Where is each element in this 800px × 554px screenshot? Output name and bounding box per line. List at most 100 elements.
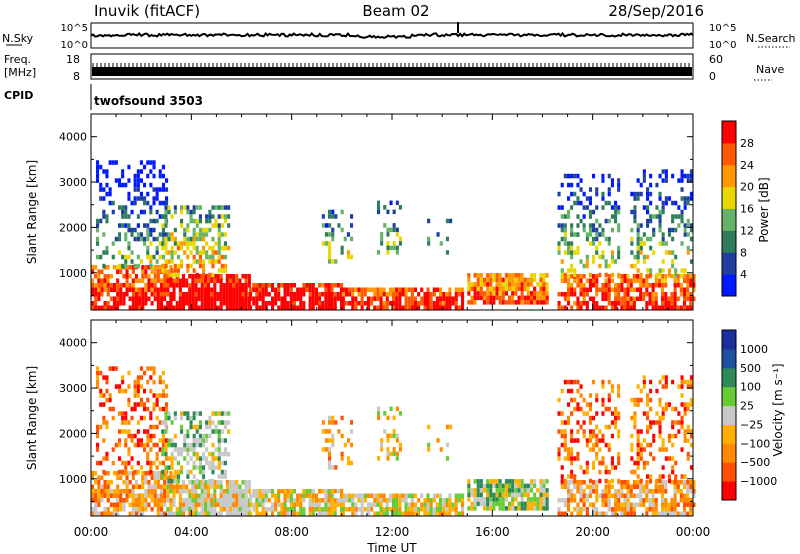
velocity-cell xyxy=(501,483,505,489)
velocity-cell xyxy=(255,507,259,512)
power-cell xyxy=(379,292,383,297)
velocity-cell xyxy=(176,451,180,457)
power-cell xyxy=(642,173,646,179)
power-cell xyxy=(181,274,185,279)
velocity-cell xyxy=(164,447,168,452)
power-cell xyxy=(661,236,665,242)
velocity-cell xyxy=(360,493,364,498)
velocity-cell xyxy=(118,429,122,434)
power-cell xyxy=(598,241,602,246)
power-cell xyxy=(679,274,683,279)
velocity-cell xyxy=(321,429,325,434)
velocity-cell xyxy=(97,493,101,498)
velocity-cell xyxy=(350,429,354,434)
velocity-cell xyxy=(533,506,537,511)
power-cell xyxy=(138,296,142,301)
velocity-cell xyxy=(508,501,512,507)
velocity-cell xyxy=(482,488,486,493)
velocity-cell xyxy=(178,511,182,516)
velocity-cell xyxy=(636,465,640,470)
velocity-cell xyxy=(683,511,687,516)
power-cell xyxy=(214,223,218,228)
velocity-cell xyxy=(423,507,427,512)
power-cell xyxy=(186,205,190,210)
velocity-cell xyxy=(461,493,465,498)
velocity-cell xyxy=(186,460,190,466)
velocity-cell xyxy=(180,465,184,470)
velocity-cell xyxy=(105,375,109,380)
velocity-cell xyxy=(136,375,140,380)
velocity-cell xyxy=(289,493,293,498)
power-cell xyxy=(160,287,164,292)
velocity-cell xyxy=(152,442,156,448)
power-cell xyxy=(336,296,340,301)
power-cell xyxy=(283,292,287,297)
velocity-cell xyxy=(219,511,223,516)
power-cell xyxy=(563,250,567,255)
velocity-cell xyxy=(128,471,132,476)
power-cell xyxy=(191,274,195,279)
power-cell xyxy=(205,232,209,237)
velocity-cell xyxy=(112,493,116,498)
power-cell xyxy=(595,287,599,292)
power-cell xyxy=(146,191,150,197)
velocity-cell xyxy=(141,480,145,485)
power-cell xyxy=(664,173,668,179)
velocity-cell xyxy=(170,465,174,470)
velocity-cell xyxy=(427,442,431,448)
power-cell xyxy=(207,287,211,292)
velocity-cell xyxy=(563,442,567,448)
velocity-colorbar-label: Velocity [m s⁻¹] xyxy=(771,363,785,456)
power-cell xyxy=(232,305,236,310)
velocity-cell xyxy=(197,502,201,507)
velocity-cell xyxy=(461,511,465,516)
velocity-cell xyxy=(99,393,103,398)
velocity-cell xyxy=(457,493,461,498)
velocity-cell xyxy=(200,493,204,498)
velocity-cell xyxy=(470,488,474,493)
velocity-cell xyxy=(674,478,678,484)
velocity-cell xyxy=(563,498,567,503)
power-cell xyxy=(614,301,618,306)
velocity-cell xyxy=(498,501,502,507)
range-tick-label: 2000 xyxy=(59,427,87,440)
velocity-cell xyxy=(147,471,151,476)
velocity-cell xyxy=(331,438,335,443)
velocity-cell xyxy=(296,511,300,516)
velocity-cell xyxy=(172,511,176,516)
power-cell xyxy=(664,196,668,201)
power-cell xyxy=(213,278,217,283)
velocity-cell xyxy=(223,411,227,416)
velocity-cell xyxy=(504,483,508,489)
power-cell xyxy=(576,182,580,188)
power-cell xyxy=(560,305,564,310)
velocity-cell xyxy=(131,498,135,503)
power-cell xyxy=(160,278,164,283)
velocity-cell xyxy=(121,429,125,434)
power-cell xyxy=(161,214,165,219)
velocity-cell xyxy=(131,489,135,494)
power-cell xyxy=(225,305,229,310)
velocity-cell xyxy=(158,406,162,412)
power-cell xyxy=(119,287,123,292)
power-cell xyxy=(163,292,167,297)
velocity-cell xyxy=(651,507,655,512)
velocity-cell xyxy=(573,484,577,489)
power-cell xyxy=(100,283,104,288)
velocity-cell xyxy=(350,460,354,466)
velocity-cell xyxy=(235,507,239,512)
power-cell xyxy=(181,301,185,306)
power-cell xyxy=(141,301,145,306)
velocity-cell xyxy=(130,465,134,470)
velocity-cell xyxy=(492,506,496,511)
power-cell xyxy=(498,291,502,296)
velocity-cell xyxy=(652,420,656,425)
velocity-cell xyxy=(96,460,100,466)
power-cell xyxy=(163,296,167,301)
power-cell xyxy=(582,214,586,219)
power-cell xyxy=(217,254,221,260)
velocity-cell xyxy=(570,429,574,434)
velocity-cell xyxy=(130,433,134,439)
power-cell xyxy=(175,305,179,310)
velocity-cell xyxy=(346,438,350,443)
